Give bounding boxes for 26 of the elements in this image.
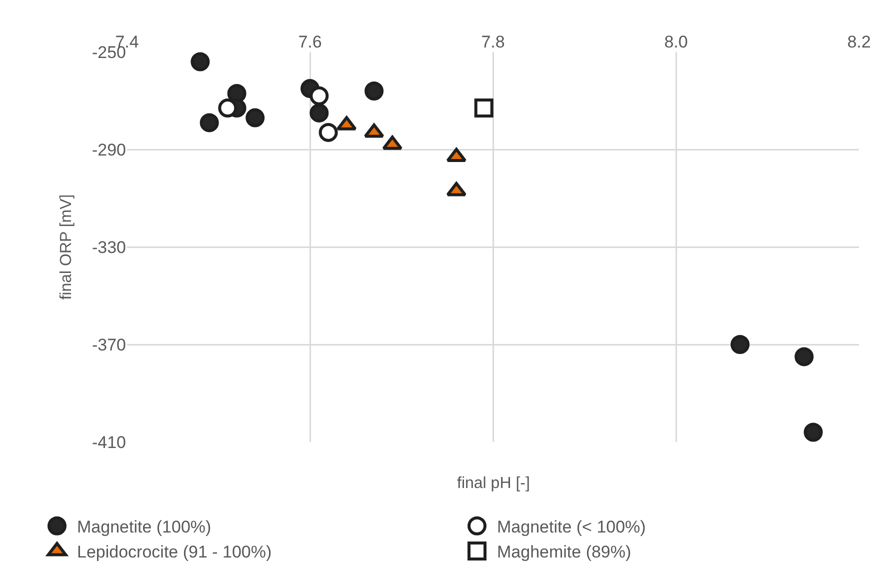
x-axis-title: final pH [-] [457, 475, 530, 492]
y-tick-label: -370 [92, 335, 126, 354]
x-tick-label: 7.8 [481, 32, 505, 52]
legend-label: Lepidocrocite (91 - 100%) [77, 542, 272, 562]
y-tick-label: -290 [92, 140, 126, 160]
y-tick-label: -330 [92, 238, 126, 257]
point [364, 82, 384, 100]
y-tick-label: -410 [92, 432, 126, 452]
x-tick-label: 8.2 [847, 32, 871, 52]
point [794, 347, 814, 366]
point [318, 122, 338, 142]
x-tick-label: 7.6 [298, 32, 322, 52]
point [246, 108, 265, 128]
point [804, 422, 823, 442]
legend-label: Magnetite (< 100%) [497, 517, 646, 536]
legend-label: Magnetite (100%) [77, 517, 212, 536]
legend-label: Maghemite (89%) [497, 542, 632, 562]
point [730, 335, 750, 354]
y-axis-title: final ORP [mV] [58, 194, 75, 300]
point [218, 98, 238, 118]
point [310, 86, 329, 106]
point [310, 103, 329, 122]
point [190, 52, 210, 72]
point [200, 113, 219, 132]
point [474, 98, 494, 118]
x-tick-label: 8.0 [664, 32, 688, 52]
